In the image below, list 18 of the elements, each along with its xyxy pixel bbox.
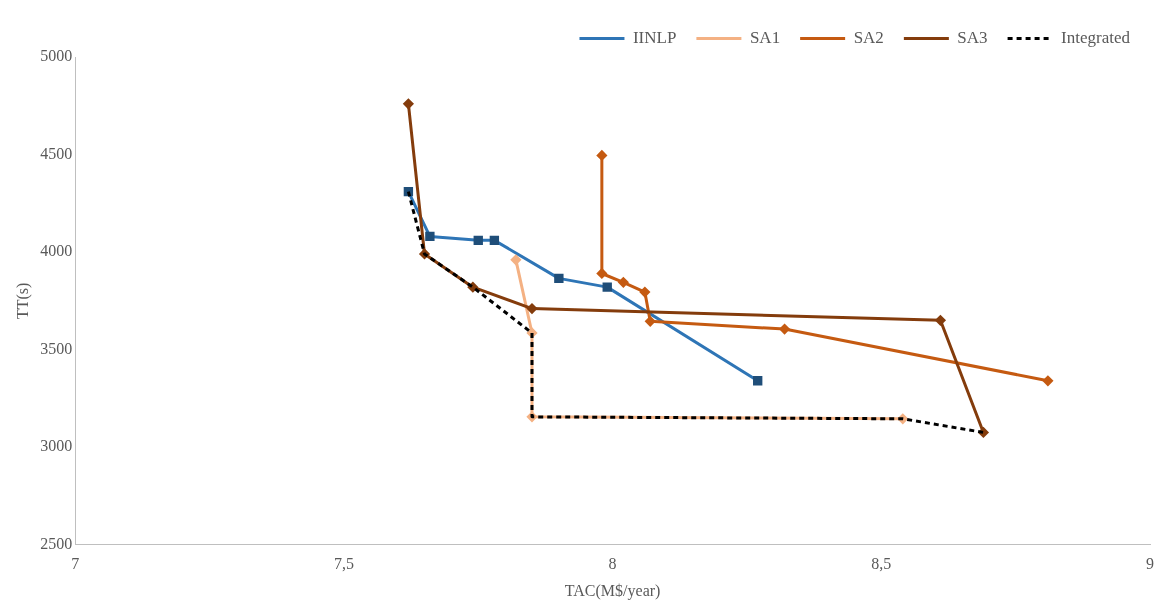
y-tick-label: 5000 xyxy=(40,47,73,65)
x-tick-label: 8,5 xyxy=(871,555,892,573)
legend-label: IINLP xyxy=(632,27,677,47)
x-tick-label: 9 xyxy=(1146,555,1154,573)
legend-label: SA3 xyxy=(957,27,988,47)
legend-label: SA2 xyxy=(853,27,884,47)
y-tick-label: 3500 xyxy=(40,339,73,357)
y-tick-label: 3000 xyxy=(40,437,73,455)
x-tick-label: 7 xyxy=(71,555,80,573)
legend-label: Integrated xyxy=(1061,27,1131,47)
legend-label: SA1 xyxy=(749,27,781,47)
y-tick-label: 2500 xyxy=(40,534,73,552)
x-tick-label: 8 xyxy=(608,555,617,573)
y-axis-title: TT(s) xyxy=(13,282,32,320)
y-tick-label: 4000 xyxy=(40,242,73,260)
x-axis-title: TAC(M$/year) xyxy=(564,581,661,600)
y-tick-label: 4500 xyxy=(40,144,73,162)
x-tick-label: 7,5 xyxy=(333,555,354,573)
